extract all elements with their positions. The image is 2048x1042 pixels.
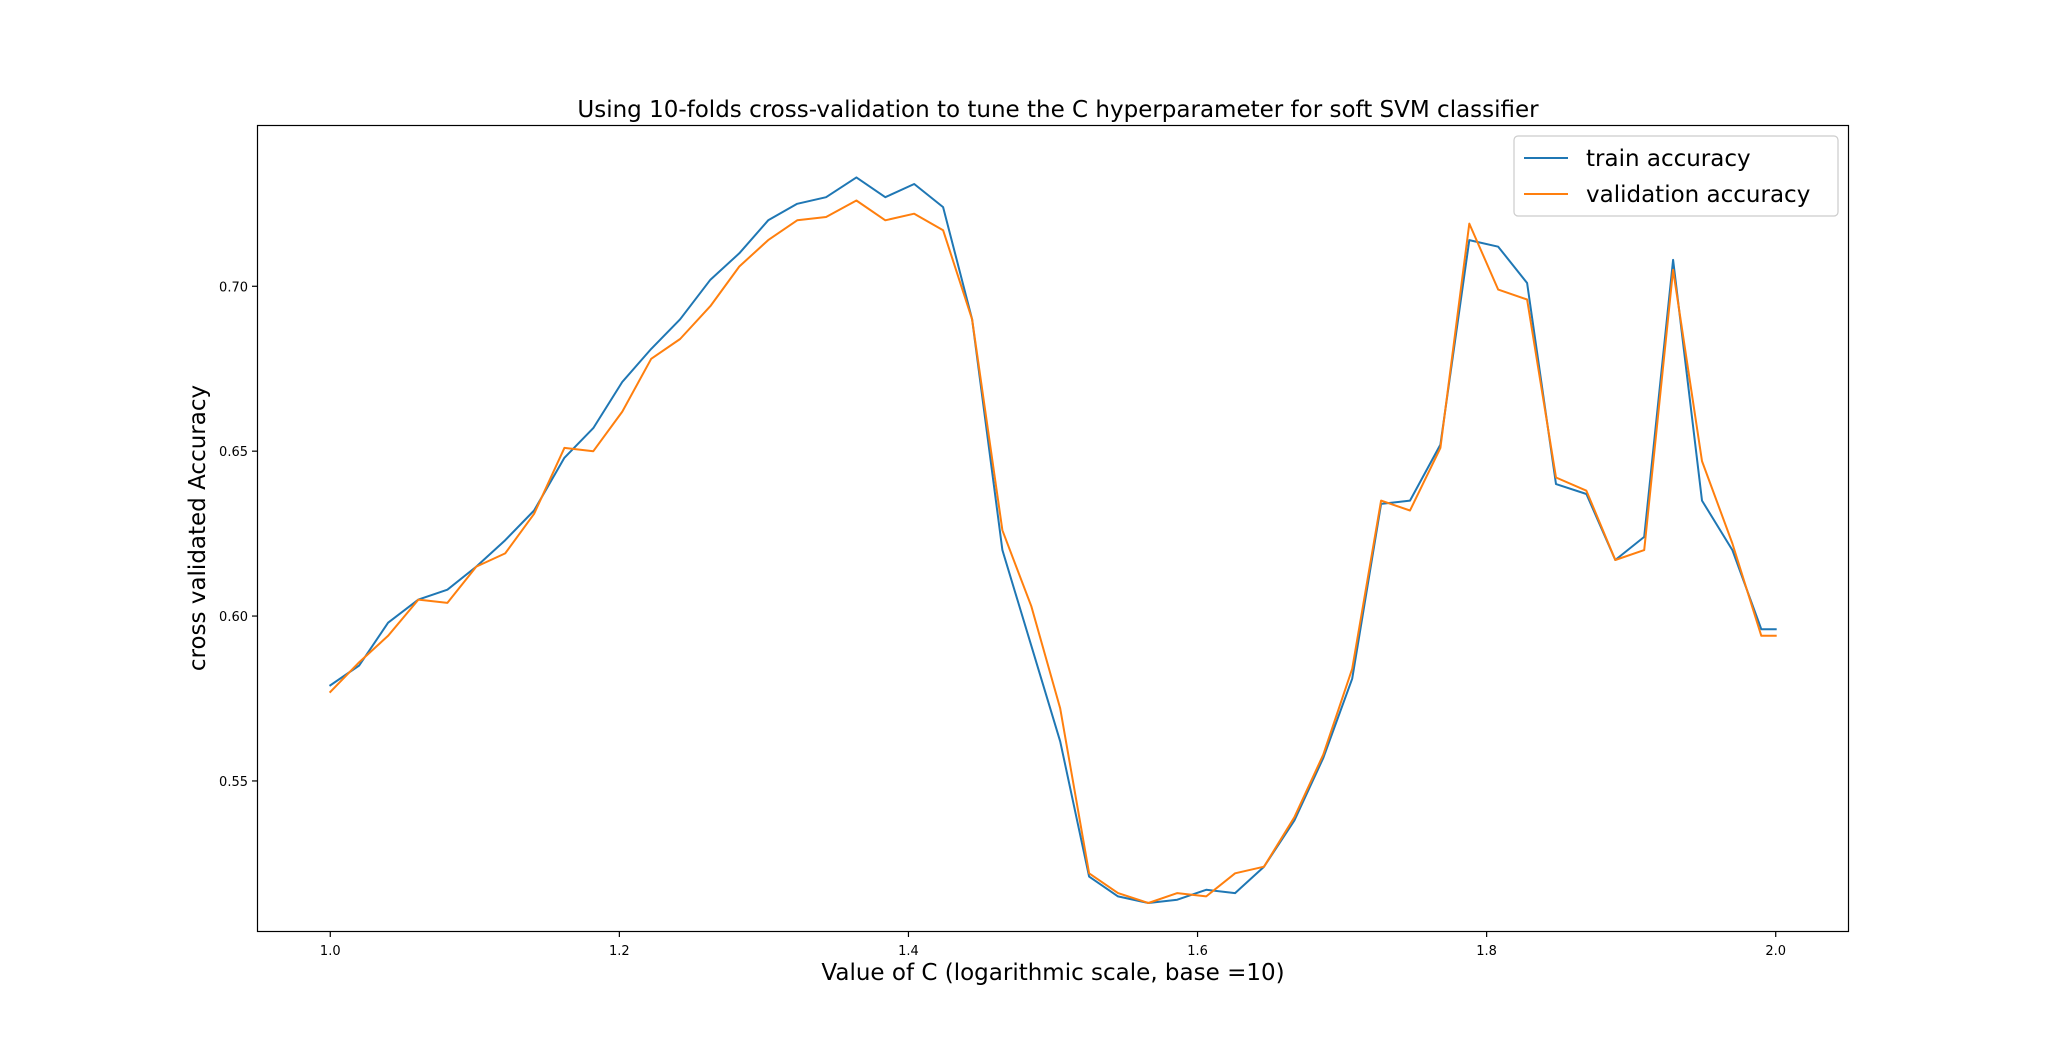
legend-label-train-accuracy: train accuracy <box>1586 146 1751 172</box>
y-tick-label: 0.60 <box>219 610 248 625</box>
series-line-validation-accuracy <box>328 199 1777 904</box>
x-tick-label: 1.0 <box>320 944 341 959</box>
plot-area <box>328 176 1777 904</box>
y-tick-label: 0.65 <box>219 445 248 460</box>
y-tick-label: 0.70 <box>219 280 248 295</box>
plot-frame <box>256 124 1850 933</box>
y-axis: 0.55 0.60 0.65 0.70 <box>219 280 258 790</box>
legend-box <box>1513 135 1839 217</box>
x-tick-label: 1.8 <box>1476 944 1497 959</box>
y-tick-label: 0.55 <box>219 775 248 790</box>
y-axis-label: cross validated Accuracy <box>185 385 211 671</box>
x-tick-label: 1.6 <box>1187 944 1208 959</box>
x-tick-label: 1.4 <box>898 944 919 959</box>
x-tick-label: 2.0 <box>1765 944 1786 959</box>
legend: train accuracy validation accuracy <box>1513 135 1839 217</box>
x-axis: 1.0 1.2 1.4 1.6 1.8 2.0 <box>320 931 1786 959</box>
x-axis-label: Value of C (logarithmic scale, base =10) <box>821 960 1284 986</box>
chart-title: Using 10-folds cross-validation to tune … <box>577 97 1539 123</box>
series-line-train-accuracy <box>328 176 1777 904</box>
legend-label-validation-accuracy: validation accuracy <box>1586 182 1810 208</box>
x-tick-label: 1.2 <box>609 944 630 959</box>
